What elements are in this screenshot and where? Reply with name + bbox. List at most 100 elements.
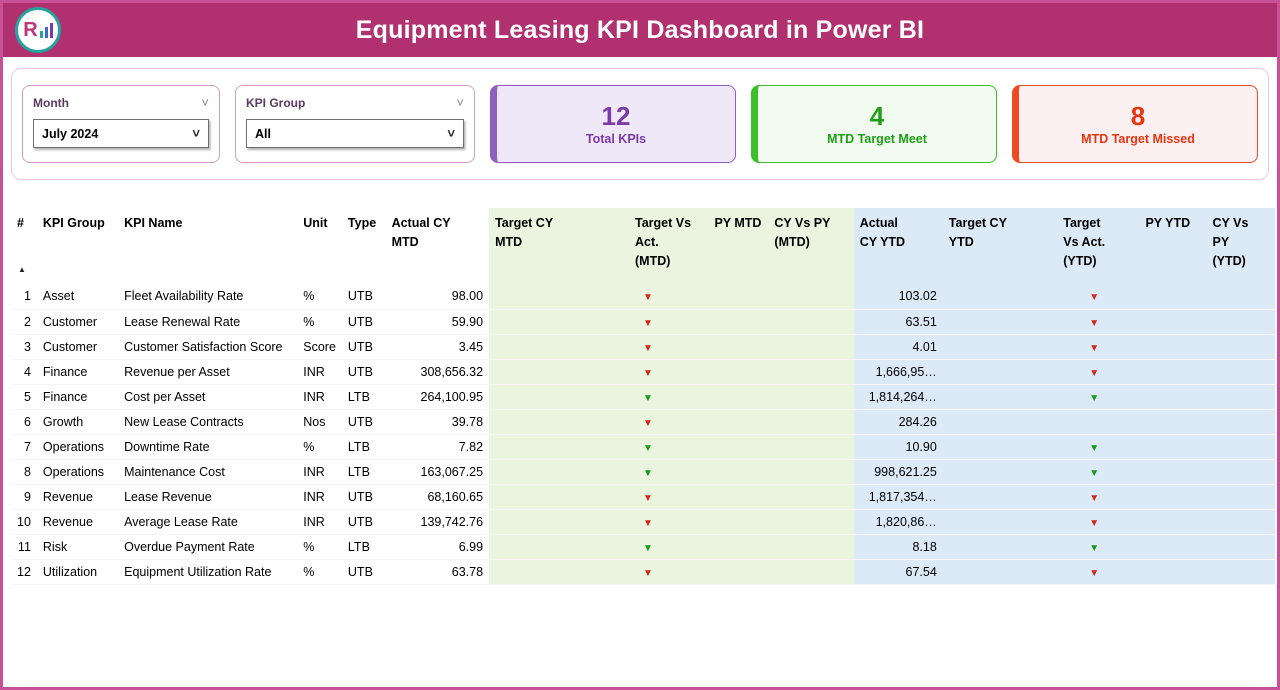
cell-target_cy_ytd bbox=[942, 559, 1058, 585]
kpi-group-dropdown[interactable]: All ˅ bbox=[246, 119, 464, 148]
chevron-down-icon[interactable]: ˅ bbox=[456, 95, 464, 110]
cell-actual_cy_mtd: 139,742.76 bbox=[385, 509, 490, 535]
cell-unit: INR bbox=[297, 509, 342, 535]
column-header-actual_cy_mtd[interactable]: Actual CY MTD bbox=[386, 208, 490, 284]
kpi-table-container: # ▲ KPI Group KPI Name Unit Type Actual CY MTD… bbox=[11, 208, 1275, 585]
cell-target_vs_act_ytd: ▼ bbox=[1057, 559, 1140, 585]
cell-name: Overdue Payment Rate bbox=[118, 534, 298, 560]
column-header-unit[interactable]: Unit bbox=[297, 208, 342, 284]
column-header-label: Actual CY MTD bbox=[391, 216, 451, 249]
kpi-group-dropdown-value: All bbox=[255, 126, 271, 141]
filter-panel: Month ˅ July 2024 ˅ KPI Group ˅ All ˅ 12… bbox=[11, 68, 1269, 180]
cell-cy_vs_py_ytd bbox=[1206, 559, 1275, 585]
sort-ascending-icon[interactable]: ▲ bbox=[18, 265, 26, 274]
kpi-group-slicer-header: KPI Group ˅ bbox=[246, 95, 464, 110]
cell-num: 7 bbox=[11, 434, 37, 460]
cell-py_ytd bbox=[1139, 459, 1207, 485]
down-arrow-red-icon: ▼ bbox=[643, 492, 653, 504]
cell-target_cy_ytd bbox=[942, 409, 1058, 435]
cell-target_vs_act_ytd: ▼ bbox=[1057, 309, 1140, 335]
cell-cy_vs_py_ytd bbox=[1206, 359, 1275, 385]
cell-actual_cy_mtd: 7.82 bbox=[385, 434, 490, 460]
column-header-num[interactable]: # ▲ bbox=[11, 208, 37, 284]
cell-actual_cy_ytd: 1,820,86… bbox=[853, 509, 943, 535]
table-row: 10 Revenue Average Lease Rate INR UTB 139,742… bbox=[11, 509, 1275, 535]
column-header-name[interactable]: KPI Name bbox=[118, 208, 297, 284]
chevron-down-icon: ˅ bbox=[192, 126, 200, 141]
cell-cy_vs_py_mtd bbox=[768, 484, 854, 510]
down-arrow-red-icon: ▼ bbox=[643, 367, 653, 379]
column-header-group[interactable]: KPI Group bbox=[37, 208, 118, 284]
cell-actual_cy_ytd: 1,817,354… bbox=[853, 484, 943, 510]
cell-name: Average Lease Rate bbox=[118, 509, 298, 535]
cell-unit: % bbox=[297, 534, 342, 560]
cell-cy_vs_py_ytd bbox=[1206, 384, 1275, 410]
column-header-py_ytd[interactable]: PY YTD bbox=[1139, 208, 1207, 284]
column-header-target_cy_ytd[interactable]: Target CY YTD bbox=[942, 208, 1058, 284]
cell-actual_cy_mtd: 264,100.95 bbox=[385, 384, 490, 410]
cell-cy_vs_py_ytd bbox=[1206, 534, 1275, 560]
cell-num: 3 bbox=[11, 334, 37, 360]
cell-target_cy_ytd bbox=[942, 334, 1058, 360]
cell-target_vs_act_mtd: ▼ bbox=[629, 409, 709, 435]
cell-type: UTB bbox=[341, 284, 386, 310]
down-arrow-red-icon: ▼ bbox=[1089, 317, 1100, 329]
table-row: 3 Customer Customer Satisfaction Score Scor… bbox=[11, 334, 1275, 360]
cell-target_cy_mtd bbox=[489, 559, 629, 585]
cell-cy_vs_py_mtd bbox=[768, 284, 854, 310]
column-header-target_vs_act_mtd[interactable]: Target Vs Act. (MTD) bbox=[629, 208, 709, 284]
cell-unit: % bbox=[297, 434, 342, 460]
cell-name: Lease Renewal Rate bbox=[118, 309, 298, 335]
cell-target_vs_act_mtd: ▼ bbox=[629, 509, 709, 535]
down-arrow-red-icon: ▼ bbox=[643, 417, 653, 429]
month-dropdown[interactable]: July 2024 ˅ bbox=[33, 119, 209, 148]
column-header-label: Unit bbox=[303, 216, 328, 230]
cell-target_vs_act_ytd: ▼ bbox=[1057, 384, 1140, 410]
bar-chart-icon bbox=[39, 22, 53, 38]
column-header-cy_vs_py_ytd[interactable]: CY Vs PY (YTD) bbox=[1206, 208, 1275, 284]
down-arrow-green-icon: ▼ bbox=[1089, 442, 1100, 454]
down-arrow-red-icon: ▼ bbox=[1089, 492, 1100, 504]
cell-py_mtd bbox=[708, 559, 769, 585]
cell-group: Revenue bbox=[36, 484, 119, 510]
column-header-cy_vs_py_mtd[interactable]: CY Vs PY (MTD) bbox=[768, 208, 854, 284]
cell-type: UTB bbox=[341, 509, 386, 535]
cell-target_vs_act_mtd: ▼ bbox=[629, 559, 709, 585]
cell-num: 11 bbox=[11, 534, 37, 560]
cell-unit: INR bbox=[297, 359, 342, 385]
cell-target_vs_act_ytd: ▼ bbox=[1057, 534, 1140, 560]
cell-target_vs_act_ytd: ▼ bbox=[1057, 484, 1140, 510]
cell-py_ytd bbox=[1139, 484, 1207, 510]
cell-group: Risk bbox=[36, 534, 119, 560]
column-header-label: PY MTD bbox=[714, 216, 762, 230]
column-header-target_vs_act_ytd[interactable]: Target Vs Act. (YTD) bbox=[1057, 208, 1140, 284]
cell-unit: % bbox=[297, 309, 342, 335]
mtd-target-meet-card: 4 MTD Target Meet bbox=[751, 85, 997, 163]
down-arrow-red-icon: ▼ bbox=[1089, 342, 1100, 354]
column-header-actual_cy_ytd[interactable]: Actual CY YTD bbox=[853, 208, 943, 284]
cell-name: Lease Revenue bbox=[118, 484, 298, 510]
cell-target_vs_act_mtd: ▼ bbox=[629, 459, 709, 485]
cell-py_ytd bbox=[1139, 509, 1207, 535]
cell-num: 5 bbox=[11, 384, 37, 410]
down-arrow-red-icon: ▼ bbox=[643, 342, 653, 354]
cell-target_vs_act_ytd: ▼ bbox=[1057, 459, 1140, 485]
chevron-down-icon[interactable]: ˅ bbox=[201, 95, 209, 110]
cell-type: LTB bbox=[341, 434, 386, 460]
cell-py_ytd bbox=[1139, 359, 1207, 385]
cell-cy_vs_py_ytd bbox=[1206, 409, 1275, 435]
cell-target_cy_mtd bbox=[489, 384, 629, 410]
column-header-py_mtd[interactable]: PY MTD bbox=[708, 208, 769, 284]
cell-unit: INR bbox=[297, 384, 342, 410]
cell-type: UTB bbox=[341, 334, 386, 360]
cell-cy_vs_py_mtd bbox=[768, 384, 854, 410]
column-header-label: Target Vs Act. (YTD) bbox=[1063, 216, 1106, 268]
column-header-type[interactable]: Type bbox=[342, 208, 386, 284]
page-title: Equipment Leasing KPI Dashboard in Power… bbox=[355, 15, 925, 44]
cell-py_mtd bbox=[708, 359, 769, 385]
column-header-target_cy_mtd[interactable]: Target CY MTD bbox=[489, 208, 629, 284]
cell-actual_cy_mtd: 39.78 bbox=[385, 409, 490, 435]
cell-actual_cy_mtd: 63.78 bbox=[385, 559, 490, 585]
cell-cy_vs_py_mtd bbox=[768, 334, 854, 360]
cell-target_cy_ytd bbox=[942, 484, 1058, 510]
